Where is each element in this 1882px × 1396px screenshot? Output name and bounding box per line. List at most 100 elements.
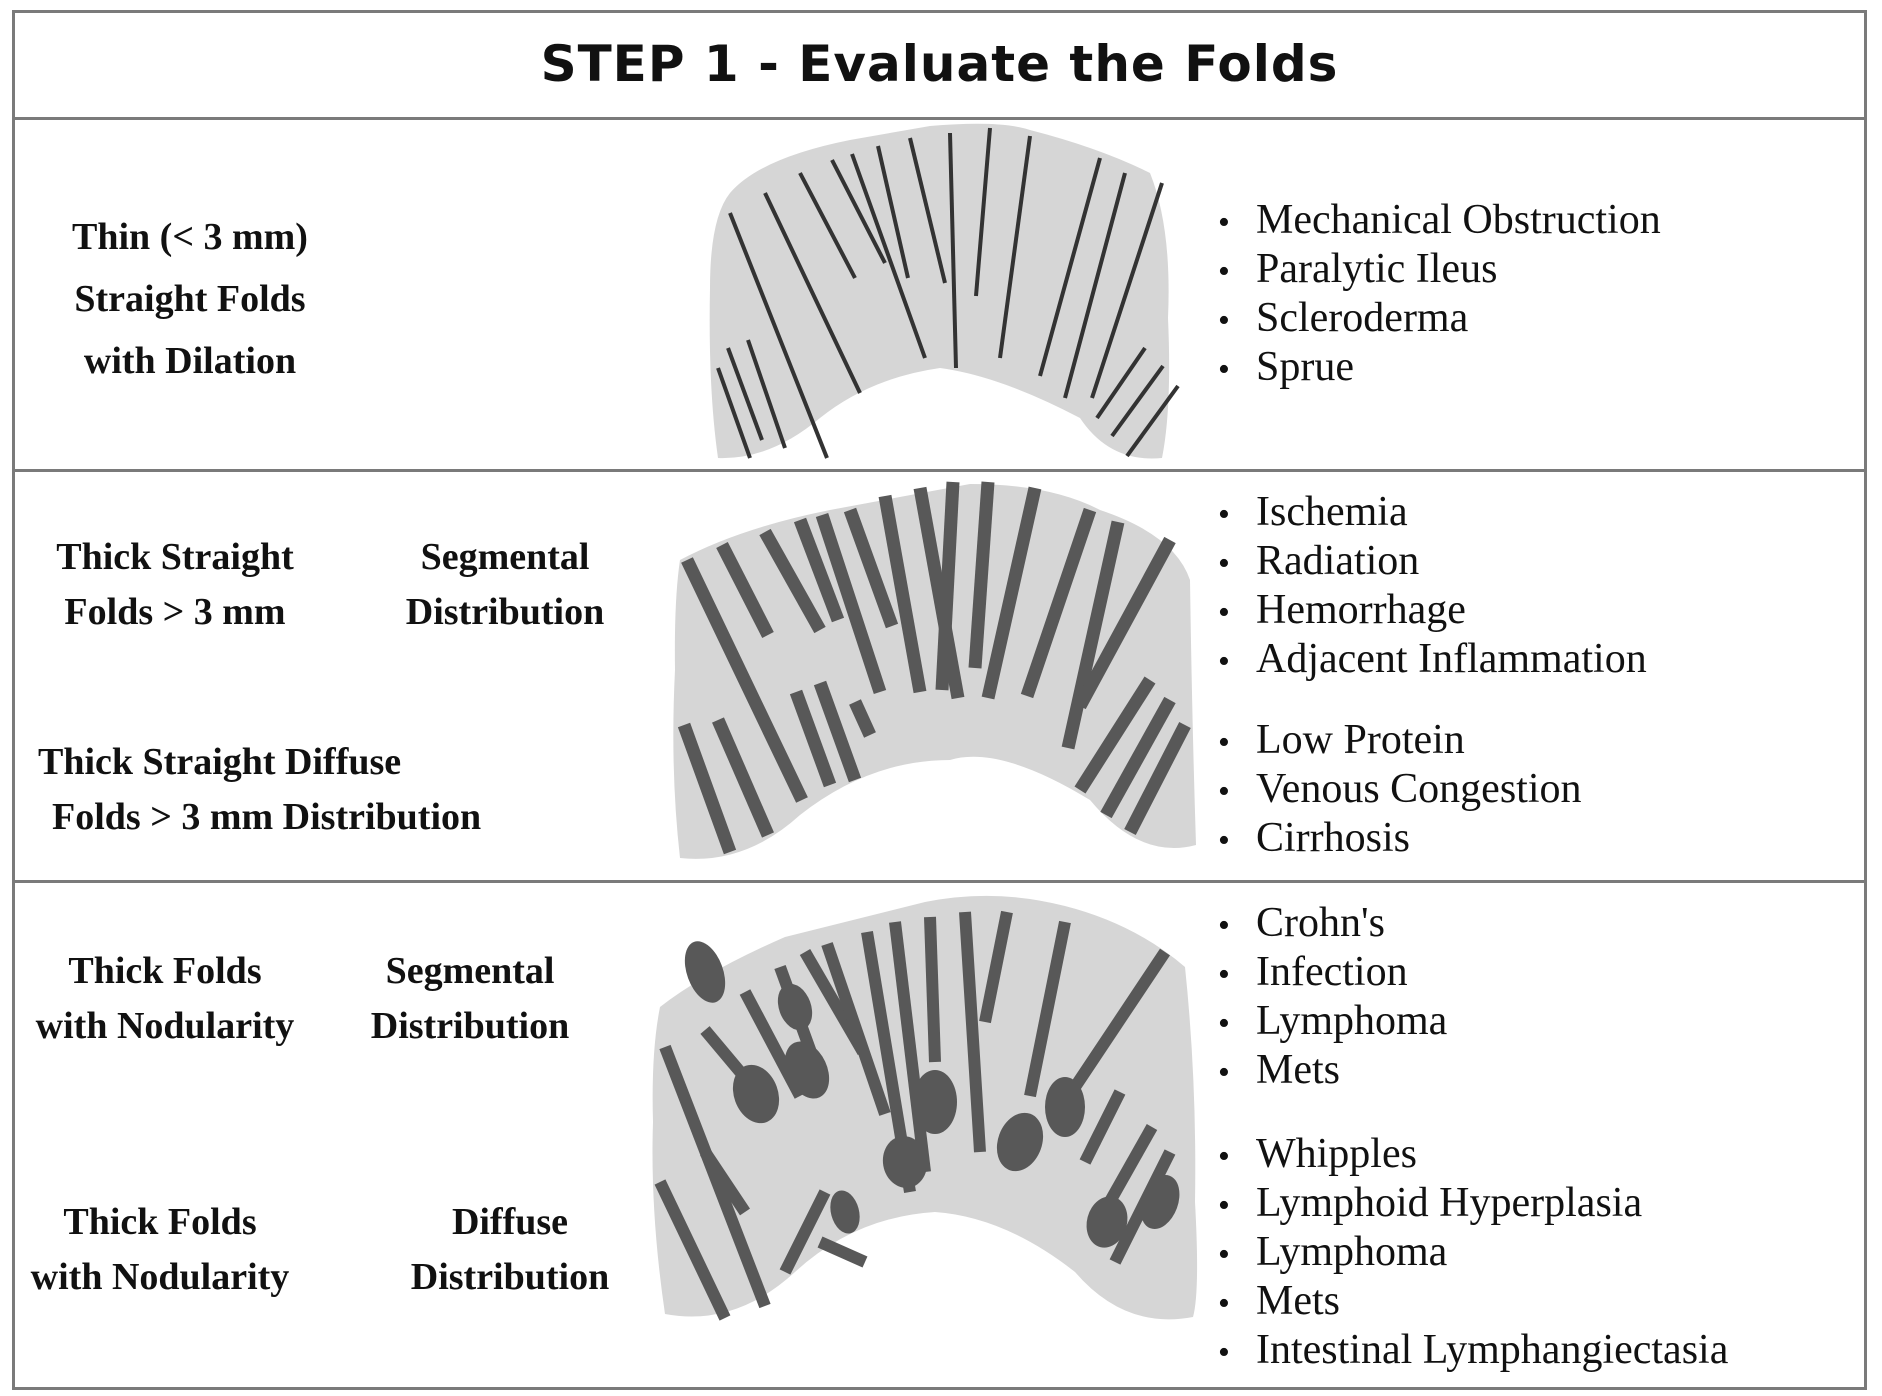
row1-label-line-2: Straight Folds xyxy=(74,278,306,320)
row1-diagnosis-list: Mechanical Obstruction Paralytic Ileus S… xyxy=(1218,196,1661,392)
row3-diffuse-distribution: Diffuse Distribution xyxy=(385,1195,635,1305)
nodular-folds-illustration xyxy=(652,895,1198,1321)
fold-line xyxy=(759,528,826,634)
fold-line xyxy=(1110,364,1165,438)
list-item: Lymphoma xyxy=(1218,1228,1728,1277)
fold-line xyxy=(850,153,927,359)
fold-nodule xyxy=(777,983,813,1031)
list-item: Intestinal Lymphangiectasia xyxy=(1218,1326,1728,1375)
row3-diff-dist-line-1: Diffuse xyxy=(451,1201,569,1243)
fold-line xyxy=(700,1148,750,1216)
fold-line xyxy=(1063,172,1127,399)
fold-nodule xyxy=(996,1112,1044,1172)
fold-line xyxy=(1090,182,1164,399)
fold-line xyxy=(763,192,862,394)
row3-seg-label-line-2: with Nodularity xyxy=(35,1005,295,1047)
fold-nodule xyxy=(882,1136,928,1188)
thick-straight-folds-illustration xyxy=(673,481,1196,859)
list-item: Sprue xyxy=(1218,343,1661,392)
fold-line xyxy=(798,172,857,279)
fold-line xyxy=(908,137,947,284)
row2-diff-label-line-1: Thick Straight Diffuse xyxy=(38,741,402,783)
list-item: Venous Congestion xyxy=(1218,765,1582,814)
row2-diffuse-diagnosis-list: Low Protein Venous Congestion Cirrhosis xyxy=(1218,716,1582,863)
list-item: Lymphoma xyxy=(1218,997,1447,1046)
list-item: Ischemia xyxy=(1218,488,1647,537)
row2-diffuse-label: Thick Straight Diffuse Folds > 3 mm Dist… xyxy=(38,735,481,845)
fold-line xyxy=(712,717,774,838)
fold-line xyxy=(817,1236,868,1268)
divider-row-2 xyxy=(12,880,1867,883)
fold-line xyxy=(889,921,931,1173)
fold-line xyxy=(813,680,862,783)
row2-segmental-diagnosis-list: Ischemia Radiation Hemorrhage Adjacent I… xyxy=(1218,488,1647,684)
fold-nodule xyxy=(784,1041,830,1099)
row1-label-line-1: Thin (< 3 mm) xyxy=(72,216,308,258)
row3-seg-label-line-1: Thick Folds xyxy=(68,950,262,992)
fold-line xyxy=(681,557,808,803)
fold-line xyxy=(779,1189,831,1275)
fold-line xyxy=(1061,520,1125,750)
fold-line xyxy=(948,132,958,369)
fold-line xyxy=(913,486,965,700)
fold-line xyxy=(968,481,995,669)
fold-nodule xyxy=(830,1190,860,1234)
fold-line xyxy=(924,916,941,1063)
row3-diff-label-line-2: with Nodularity xyxy=(30,1256,290,1298)
fold-line xyxy=(821,942,891,1116)
fold-nodule xyxy=(913,1070,957,1134)
bowel-segment-shape xyxy=(709,123,1170,459)
row2-dist-line-2: Distribution xyxy=(405,591,605,633)
list-item: Mets xyxy=(1218,1277,1728,1326)
list-item: Cirrhosis xyxy=(1218,814,1582,863)
table-frame xyxy=(12,10,1867,1390)
fold-line xyxy=(998,135,1032,359)
fold-line xyxy=(849,699,876,738)
fold-line xyxy=(1079,1089,1126,1165)
row3-diff-dist-line-2: Distribution xyxy=(410,1256,610,1298)
row2-segmental-distribution: Segmental Distribution xyxy=(380,530,630,640)
list-item: Paralytic Ileus xyxy=(1218,245,1661,294)
fold-line xyxy=(843,507,899,629)
fold-line xyxy=(728,212,829,459)
row3-diff-label-line-1: Thick Folds xyxy=(63,1201,257,1243)
row1-label-line-3: with Dilation xyxy=(83,340,297,382)
row1-fold-label: Thin (< 3 mm) Straight Folds with Dilati… xyxy=(40,206,340,392)
list-item: Whipples xyxy=(1218,1130,1728,1179)
list-item: Scleroderma xyxy=(1218,294,1661,343)
list-item: Hemorrhage xyxy=(1218,586,1647,635)
fold-line xyxy=(876,145,910,279)
row3-diffuse-diagnosis-list: Whipples Lymphoid Hyperplasia Lymphoma M… xyxy=(1218,1130,1728,1375)
row2-seg-label-line-2: Folds > 3 mm xyxy=(64,591,286,633)
list-item: Lymphoid Hyperplasia xyxy=(1218,1179,1728,1228)
row2-seg-label-line-1: Thick Straight xyxy=(56,536,294,578)
fold-line xyxy=(1074,676,1156,794)
thin-folds-illustration xyxy=(709,123,1180,459)
page-title: STEP 1 - Evaluate the Folds xyxy=(540,35,1339,93)
fold-line xyxy=(716,542,774,638)
fold-line xyxy=(878,494,927,694)
fold-line xyxy=(981,486,1042,700)
row3-seg-dist-line-1: Segmental xyxy=(385,950,555,992)
divider-row-1 xyxy=(12,469,1867,472)
list-item: Mets xyxy=(1218,1046,1447,1095)
fold-nodule xyxy=(1140,1174,1180,1230)
fold-line xyxy=(1095,346,1147,420)
divider-title xyxy=(12,117,1867,120)
fold-nodule xyxy=(1045,1077,1085,1137)
list-item: Mechanical Obstruction xyxy=(1218,196,1661,245)
fold-line xyxy=(677,722,737,855)
fold-nodule xyxy=(1086,1196,1128,1248)
fold-line xyxy=(1100,696,1176,819)
fold-line xyxy=(1074,536,1176,710)
fold-line xyxy=(654,1179,731,1321)
nodular-fold-lines xyxy=(654,910,1180,1321)
fold-nodule xyxy=(684,941,726,1003)
row3-seg-dist-line-2: Distribution xyxy=(370,1005,570,1047)
row3-segmental-distribution: Segmental Distribution xyxy=(345,944,595,1054)
fold-line xyxy=(793,517,845,623)
list-item: Infection xyxy=(1218,948,1447,997)
row2-segmental-label: Thick Straight Folds > 3 mm xyxy=(30,530,320,640)
row2-dist-line-1: Segmental xyxy=(420,536,590,578)
fold-line xyxy=(1124,722,1191,835)
